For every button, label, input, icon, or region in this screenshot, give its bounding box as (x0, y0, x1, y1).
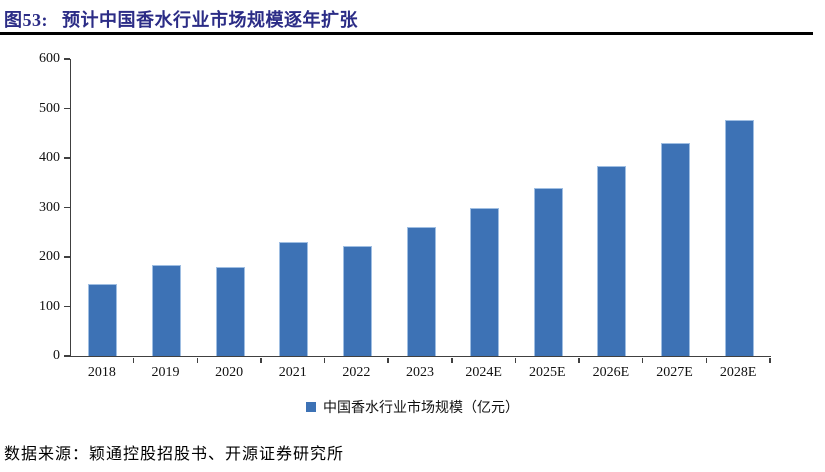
x-axis-tick-mark (132, 357, 135, 363)
x-axis-tick-label: 2018 (87, 365, 116, 380)
bar-2028E (725, 120, 754, 356)
x-axis-tick-label: 2024E (465, 365, 502, 380)
x-axis-tick-label: 2022 (342, 365, 371, 380)
bar-2024E (470, 208, 499, 356)
y-axis-tick-mark (64, 157, 70, 159)
data-source: 数据来源：颖通控股招股书、开源证券研究所 (4, 446, 345, 463)
x-axis-tick-label: 2026E (592, 365, 630, 380)
x-axis-tick-mark (705, 357, 708, 363)
x-axis-tick-mark (323, 357, 326, 363)
y-axis-tick-label: 500 (39, 100, 60, 116)
y-axis-tick-mark (64, 58, 70, 60)
chart-legend: 中国香水行业市场规模（亿元） (0, 397, 825, 417)
x-axis-tick-mark (578, 357, 580, 363)
bar-2027E (661, 143, 690, 356)
x-axis-tick-label: 2019 (151, 365, 180, 380)
x-axis-tick-mark (196, 357, 199, 363)
legend-marker (306, 402, 316, 412)
bar-2026E (597, 166, 626, 356)
bar-2022 (343, 246, 372, 356)
y-axis-tick-mark (64, 256, 70, 258)
bar-2020 (216, 267, 245, 356)
x-axis-tick-label: 2028E (719, 365, 757, 380)
figure-title-text: 预计中国香水行业市场规模逐年扩张 (62, 10, 358, 30)
y-axis-tick-mark (64, 305, 70, 308)
x-axis-tick-label: 2025E (528, 365, 566, 380)
x-axis-tick-mark (641, 357, 644, 363)
x-axis-tick-mark (769, 357, 771, 363)
legend-label: 中国香水行业市场规模（亿元） (323, 401, 519, 416)
x-axis-tick-label: 2021 (278, 365, 307, 380)
y-axis-tick-label: 400 (39, 150, 60, 165)
bar-2018 (88, 284, 117, 356)
x-axis-tick-mark (387, 357, 389, 363)
bar-2025E (534, 188, 563, 356)
title-underline (0, 32, 813, 35)
bar-2023 (407, 227, 436, 356)
y-axis-tick-mark (64, 107, 70, 110)
figure-title: 图53: 预计中国香水行业市场规模逐年扩张 (4, 6, 358, 32)
y-axis-tick-label: 200 (39, 249, 60, 264)
x-axis-tick-label: 2027E (656, 365, 693, 380)
figure-number: 图53: (4, 10, 48, 30)
x-axis-tick-mark (451, 357, 453, 363)
bar-2019 (152, 265, 181, 356)
x-axis-tick-label: 2023 (405, 365, 434, 380)
y-axis-tick-mark (64, 206, 70, 209)
x-axis-tick-label: 2020 (215, 365, 244, 380)
x-axis-tick-mark (514, 357, 517, 363)
bar-2021 (279, 242, 308, 356)
y-axis-tick-label: 0 (53, 348, 60, 363)
y-axis-tick-label: 300 (39, 199, 60, 215)
x-axis-tick-mark (260, 357, 262, 363)
y-axis-tick-label: 100 (39, 298, 60, 314)
plot-area (70, 59, 771, 357)
y-axis-tick-mark (64, 355, 70, 357)
y-axis-tick-label: 600 (39, 51, 60, 66)
